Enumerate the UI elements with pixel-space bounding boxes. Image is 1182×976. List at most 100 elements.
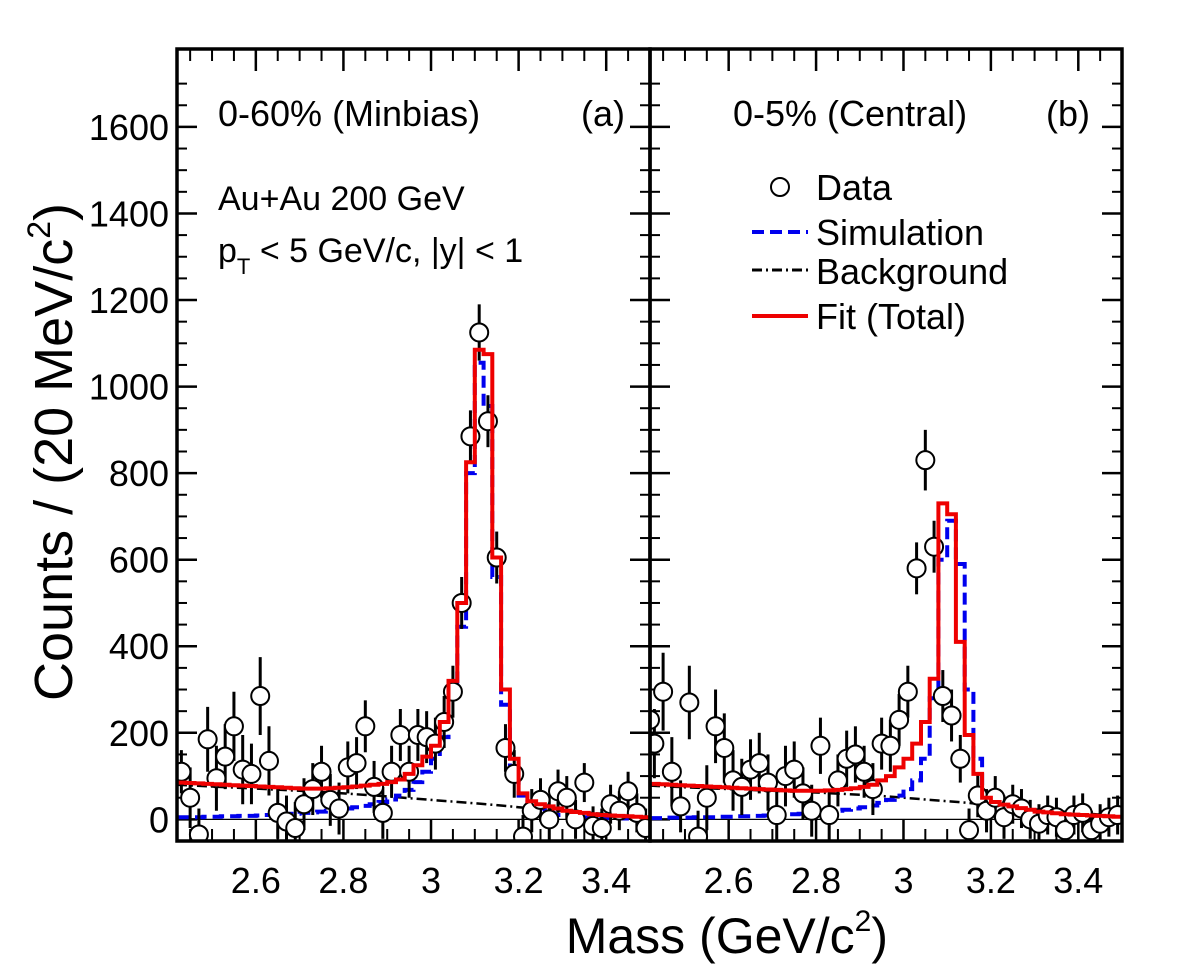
panel-a-label: (a): [581, 93, 625, 134]
data-point: [285, 818, 306, 839]
y-tick-label: 1400: [89, 193, 169, 234]
data-point: [897, 681, 918, 702]
tick-labels: 0 200 400 600 800 1000 1200 1400 1600 2.6 2.8 3 3.2 3…: [89, 107, 1103, 901]
tick-marks: [177, 49, 1122, 841]
x-tick-label: 3.4: [1053, 860, 1103, 901]
data-point: [469, 322, 490, 343]
data-point: [1055, 820, 1076, 841]
data-point: [294, 794, 315, 815]
x-tick-label: 3.2: [494, 860, 544, 901]
data-point: [180, 787, 201, 808]
y-tick-label: 1600: [89, 107, 169, 148]
data-point: [258, 750, 279, 771]
data-point: [714, 737, 735, 758]
data-point: [215, 746, 236, 767]
panel-b-title: 0-5% (Central): [733, 93, 967, 134]
x-axis-title-main: Mass (GeV/c: [566, 908, 855, 964]
data-point: [329, 798, 350, 819]
data-point: [950, 748, 971, 769]
data-point: [574, 772, 595, 793]
data-point: [188, 824, 209, 841]
background-curve: [177, 783, 650, 819]
data-point: [880, 735, 901, 756]
data-point: [670, 796, 691, 817]
x-tick-label: 2.6: [231, 860, 281, 901]
data-point: [679, 692, 700, 713]
data-point: [749, 753, 770, 774]
data-point: [959, 820, 980, 841]
legend-fit-label: Fit (Total): [816, 296, 966, 337]
data-points: [650, 429, 1122, 841]
data-point: [784, 759, 805, 780]
y-tick-label: 0: [149, 799, 169, 840]
panel-a-frame: [175, 47, 652, 843]
data-point: [372, 802, 393, 823]
data-point: [758, 772, 778, 793]
y-tick-label: 600: [109, 540, 169, 581]
data-point: [512, 826, 533, 841]
data-point: [250, 686, 271, 707]
y-axis-title-close: ): [24, 203, 84, 221]
data-point: [177, 761, 192, 782]
data-point: [223, 716, 244, 737]
x-tick-label: 2.8: [791, 860, 841, 901]
legend-background-label: Background: [816, 251, 1008, 292]
data-point: [650, 733, 665, 754]
data-point: [355, 716, 376, 737]
data-point: [556, 787, 577, 808]
pt-symbol: p: [218, 232, 237, 270]
data-point: [696, 787, 717, 808]
panel-a-kinematic-cuts: pT < 5 GeV/c, |y| < 1: [218, 232, 523, 279]
x-tick-label: 3.4: [581, 860, 631, 901]
data-point: [311, 761, 332, 782]
y-tick-label: 1000: [89, 367, 169, 408]
y-tick-label: 1200: [89, 280, 169, 321]
x-tick-label: 3.2: [966, 860, 1016, 901]
kinematic-cuts-text: < 5 GeV/c, |y| < 1: [250, 232, 523, 270]
data-point: [906, 558, 927, 579]
panel-b-label: (b): [1046, 93, 1090, 134]
data-point: [889, 709, 910, 730]
data-point: [810, 735, 831, 756]
legend-data-label: Data: [816, 167, 893, 208]
panel-b-plot: [650, 429, 1122, 841]
y-tick-label: 200: [109, 713, 169, 754]
data-point: [197, 729, 218, 750]
x-tick-label: 2.6: [704, 860, 754, 901]
y-axis-title: Counts / (20 MeV/c2): [21, 203, 84, 701]
panel-frames: [175, 47, 1124, 843]
data-point: [845, 744, 866, 765]
data-point: [854, 761, 875, 782]
data-point: [801, 800, 822, 821]
data-point: [792, 783, 813, 804]
legend-data-marker: [770, 177, 790, 197]
x-axis-title-close: ): [871, 908, 888, 964]
data-point: [390, 724, 411, 745]
legend: Data Simulation Background Fit (Total): [752, 167, 1008, 337]
data-points: [177, 304, 650, 841]
panel-a-title: 0-60% (Minbias): [218, 93, 480, 134]
data-point: [241, 763, 262, 784]
simulation-histogram: [177, 360, 650, 821]
data-point: [705, 716, 726, 737]
panel-b-frame: [648, 47, 1124, 843]
y-axis-title-sup: 2: [21, 221, 57, 239]
y-tick-label: 400: [109, 626, 169, 667]
data-point: [688, 826, 709, 841]
data-point: [819, 805, 840, 826]
data-point: [653, 681, 674, 702]
data-point: [932, 686, 953, 707]
x-tick-label: 3: [421, 860, 441, 901]
panel-a-collision-info: Au+Au 200 GeV: [218, 180, 465, 218]
legend-simulation-label: Simulation: [816, 212, 984, 253]
pt-subscript: T: [237, 254, 250, 279]
y-tick-label: 800: [109, 453, 169, 494]
data-point: [827, 770, 848, 791]
data-point: [650, 709, 660, 730]
panels: [177, 304, 1122, 841]
data-point: [591, 818, 612, 839]
data-point: [941, 705, 962, 726]
x-tick-label: 2.8: [318, 860, 368, 901]
x-axis-title-sup: 2: [855, 905, 872, 938]
